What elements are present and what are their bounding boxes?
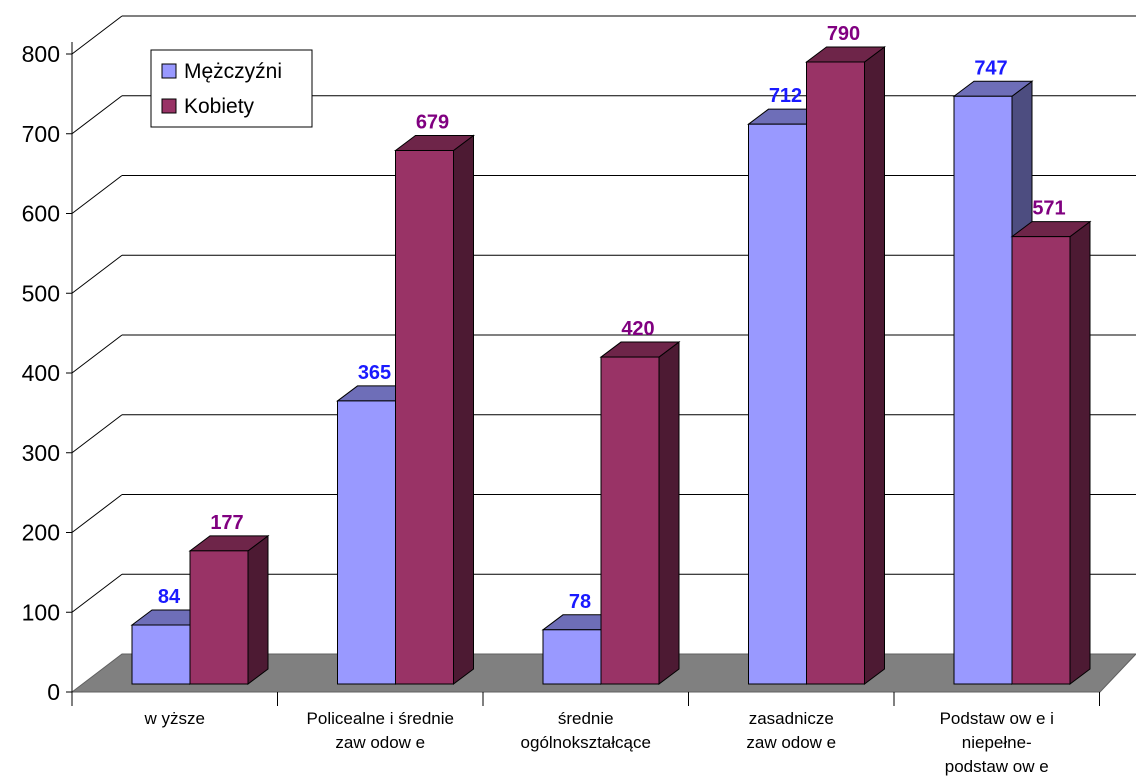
data-label: 747 <box>974 57 1007 79</box>
gridline-diagonal <box>71 175 123 214</box>
legend-label: Mężczyźni <box>184 60 282 83</box>
bar-side <box>658 341 680 685</box>
y-tick-label: 200 <box>22 520 60 546</box>
gridline-diagonal <box>71 95 123 135</box>
data-label: 790 <box>827 23 860 45</box>
bar-side <box>1069 220 1091 685</box>
x-tick-label: Policealne i średnie <box>307 709 454 728</box>
axes: 0 100 200 300 400 500 600 700 800 w yższe Policeal… <box>22 41 1100 776</box>
x-tick-label: podstaw ow e <box>945 757 1049 776</box>
y-tick-label: 600 <box>22 201 60 227</box>
y-tick-label: 300 <box>22 440 60 466</box>
x-tick-label: zaw odow e <box>335 733 425 752</box>
y-tick-label: 500 <box>22 280 60 306</box>
data-label: 84 <box>158 586 181 608</box>
gridline-diagonal <box>71 494 123 533</box>
bar <box>542 629 602 685</box>
y-tick-label: 800 <box>22 41 60 67</box>
bar <box>1011 236 1071 685</box>
gridline-diagonal <box>71 254 123 294</box>
gridline-diagonal <box>71 414 123 454</box>
data-labels: 84 177 365 679 78 420 712 790 747 571 <box>158 23 1066 613</box>
y-tick-label: 100 <box>22 599 60 625</box>
y-tick-label: 400 <box>22 360 60 386</box>
legend-box <box>150 49 313 128</box>
legend: Mężczyźni Kobiety <box>150 49 313 128</box>
data-label: 365 <box>358 362 391 384</box>
x-tick-label: średnie <box>558 709 614 728</box>
data-label: 712 <box>769 85 802 107</box>
data-label: 679 <box>416 111 449 133</box>
legend-swatch <box>161 98 177 114</box>
bar <box>131 624 191 685</box>
x-tick-label: w yższe <box>144 709 205 728</box>
gridline-diagonal <box>71 15 123 55</box>
bar <box>189 550 249 685</box>
gridline-diagonal <box>71 573 123 613</box>
x-tick-label: zaw odow e <box>746 733 836 752</box>
legend-label: Kobiety <box>184 95 255 118</box>
data-label: 571 <box>1032 198 1065 220</box>
x-tick-label: ogólnokształcące <box>521 733 651 752</box>
bars <box>130 45 1092 685</box>
gridline-diagonal <box>71 334 123 374</box>
x-tick-label: Podstaw ow e i <box>940 709 1054 728</box>
bar-side <box>453 134 474 685</box>
legend-swatch <box>161 63 177 79</box>
data-label: 177 <box>210 512 243 534</box>
bar <box>395 149 454 685</box>
bar <box>337 400 396 685</box>
x-tick-label: niepełne- <box>962 733 1032 752</box>
bar <box>806 61 865 685</box>
bar-side <box>247 534 269 685</box>
y-tick-label: 700 <box>22 121 60 147</box>
x-tick-label: zasadnicze <box>749 709 834 728</box>
data-label: 78 <box>569 591 591 613</box>
bar <box>748 123 807 685</box>
bar <box>600 356 660 685</box>
data-label: 420 <box>621 318 654 340</box>
bar <box>953 95 1013 685</box>
y-tick-label: 0 <box>47 679 60 705</box>
bar-side <box>864 45 885 685</box>
